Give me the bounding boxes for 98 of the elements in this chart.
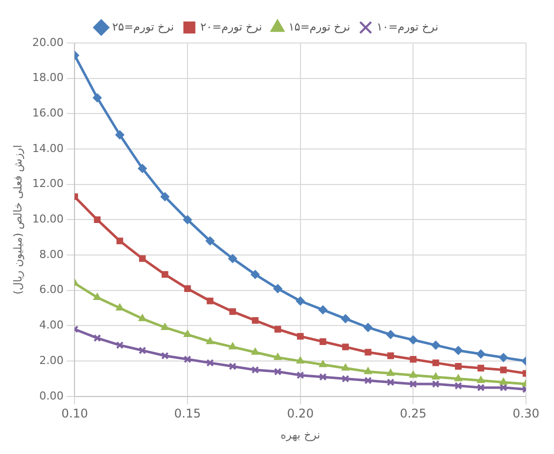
y-tick-label: 20.00 <box>32 36 64 49</box>
point <box>386 330 396 340</box>
y-tick-label: 16.00 <box>32 106 64 120</box>
point <box>319 373 327 381</box>
y-tick-label: 10.00 <box>32 212 64 226</box>
point <box>386 378 394 386</box>
y-axis-title: ارزش فعلی خالص (میلیون ریال) <box>11 144 24 295</box>
point <box>251 366 260 374</box>
point <box>342 364 350 371</box>
point <box>161 352 169 360</box>
point <box>116 341 124 349</box>
point <box>116 304 124 311</box>
point <box>206 359 214 367</box>
point <box>138 164 147 173</box>
point <box>184 330 192 338</box>
point <box>274 368 282 376</box>
point <box>206 337 214 344</box>
y-tick-label: 18.00 <box>32 71 64 84</box>
point <box>364 376 372 384</box>
point <box>183 215 192 224</box>
point <box>318 305 328 314</box>
point <box>229 308 236 315</box>
point <box>454 382 462 390</box>
point <box>206 236 215 246</box>
legend-label: نرخ تورم=۲۵ <box>112 20 174 34</box>
legend-label: نرخ تورم=۱۵ <box>288 20 350 34</box>
point <box>228 254 238 264</box>
point <box>364 348 372 356</box>
point <box>478 364 484 372</box>
point <box>320 338 326 345</box>
point <box>93 334 102 342</box>
point <box>342 344 349 350</box>
point <box>92 93 102 102</box>
point <box>409 370 418 378</box>
y-tick-label: 2.00 <box>39 354 64 367</box>
point <box>500 384 508 392</box>
point <box>342 374 350 383</box>
point <box>454 346 463 355</box>
point <box>432 380 440 388</box>
point <box>206 298 214 304</box>
x-axis-title: نرخ بهره <box>280 428 320 442</box>
y-tick-label: 14.00 <box>32 142 64 155</box>
point <box>297 332 304 340</box>
x-tick-label: 0.30 <box>512 406 540 421</box>
point <box>364 367 372 374</box>
point <box>432 372 440 380</box>
point <box>431 340 440 350</box>
legend-label: نرخ تورم=۲۰ <box>200 20 262 34</box>
point <box>273 284 282 294</box>
x-tick-label: 0.10 <box>61 406 88 421</box>
point <box>364 322 373 332</box>
point <box>93 292 102 300</box>
point <box>139 255 146 262</box>
point <box>251 348 260 355</box>
point <box>115 130 124 140</box>
point <box>318 360 327 368</box>
point <box>94 216 101 224</box>
point <box>162 271 168 278</box>
point <box>387 352 394 360</box>
point <box>184 355 192 364</box>
point <box>476 349 486 358</box>
x-tick-label: 0.25 <box>400 406 427 421</box>
point <box>228 342 237 350</box>
point <box>477 384 485 392</box>
y-tick-label: 12.00 <box>32 177 64 190</box>
point <box>409 380 417 388</box>
point <box>250 270 260 279</box>
point <box>296 356 304 364</box>
x-tick-label: 0.15 <box>174 406 201 421</box>
point <box>498 353 508 362</box>
point <box>274 326 282 333</box>
y-tick-label: 0.00 <box>39 389 64 402</box>
point <box>432 360 440 366</box>
point <box>116 238 124 244</box>
point <box>408 335 418 344</box>
legend-label: نرخ تورم=۱۰ <box>376 20 438 34</box>
point <box>160 192 170 202</box>
point <box>410 356 416 363</box>
x-tick-label: 0.20 <box>286 406 314 421</box>
point <box>228 362 236 370</box>
point <box>296 296 305 306</box>
point <box>138 346 146 354</box>
y-tick-label: 4.00 <box>39 318 64 332</box>
point <box>340 314 350 324</box>
point <box>386 368 395 376</box>
y-tick-label: 6.00 <box>39 283 64 296</box>
point <box>274 353 282 360</box>
y-tick-label: 8.00 <box>39 248 64 261</box>
point <box>500 366 507 374</box>
point <box>454 363 462 370</box>
point <box>138 314 146 322</box>
point <box>184 285 191 292</box>
point <box>476 376 485 383</box>
point <box>296 371 304 380</box>
point <box>454 374 462 382</box>
point <box>252 317 259 324</box>
point <box>499 378 508 385</box>
point <box>160 322 169 330</box>
